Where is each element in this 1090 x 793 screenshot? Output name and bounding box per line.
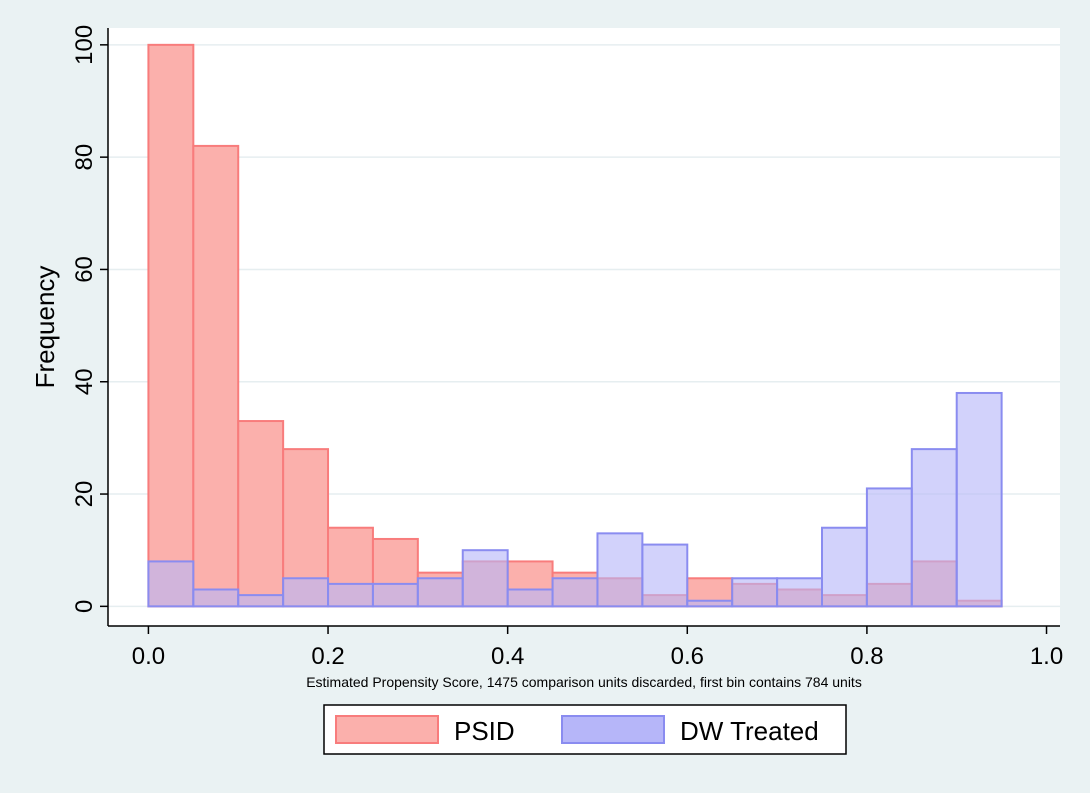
psid-bar-1	[192, 144, 240, 608]
tick-labels: 0 20 40 60 80 100 0.0 0.2 0.4 0.6 0.8 1.0	[71, 25, 1063, 670]
x-tick-label-0.2: 0.2	[311, 643, 344, 670]
x-axis-title: Estimated Propensity Score, 1475 compari…	[306, 674, 862, 690]
dw-treated-bar-1	[192, 588, 240, 608]
legend-swatch-dw-treated	[561, 715, 665, 744]
dw-treated-bar-5	[371, 582, 419, 608]
y-tick-label-40: 40	[71, 368, 98, 395]
dw-treated-bar-2	[237, 594, 285, 608]
dw-treated-bar-7	[461, 549, 509, 608]
dw-treated-bar-9	[551, 577, 599, 608]
dw-treated-bar-14	[776, 577, 824, 608]
legend-label-dw-treated: DW Treated	[680, 716, 819, 746]
legend-swatch-psid	[335, 715, 439, 744]
y-tick-label-60: 60	[71, 256, 98, 283]
psid-bar-0	[147, 43, 195, 608]
dw-treated-bar-16	[865, 487, 913, 608]
dw-treated-bar-10	[596, 532, 644, 608]
dw-treated-bar-13	[731, 577, 779, 608]
dw-treated-bars	[147, 391, 1003, 608]
x-tick-label-0.4: 0.4	[491, 643, 524, 670]
legend: PSID DW Treated	[323, 704, 847, 755]
dw-treated-bar-15	[821, 526, 868, 608]
y-tick-label-0: 0	[71, 600, 98, 613]
y-tick-label-20: 20	[71, 481, 98, 508]
axes	[100, 28, 1060, 634]
y-tick-label-100: 100	[71, 25, 98, 65]
dw-treated-bar-4	[327, 582, 374, 608]
x-tick-label-0.6: 0.6	[671, 643, 704, 670]
dw-treated-bar-0	[147, 560, 195, 608]
y-axis-title: Frequency	[30, 266, 60, 389]
dw-treated-bar-6	[416, 577, 464, 608]
x-tick-label-0.0: 0.0	[132, 643, 165, 670]
dw-treated-bar-12	[686, 599, 734, 608]
dw-treated-bar-8	[506, 588, 554, 608]
x-tick-label-0.8: 0.8	[850, 643, 883, 670]
dw-treated-bar-17	[910, 448, 958, 608]
dw-treated-bar-3	[282, 577, 330, 608]
y-tick-label-80: 80	[71, 144, 98, 171]
dw-treated-bar-11	[641, 543, 689, 608]
legend-label-psid: PSID	[454, 716, 515, 746]
x-tick-label-1.0: 1.0	[1030, 643, 1063, 670]
dw-treated-bar-18	[955, 391, 1003, 608]
psid-bar-2	[237, 420, 285, 608]
